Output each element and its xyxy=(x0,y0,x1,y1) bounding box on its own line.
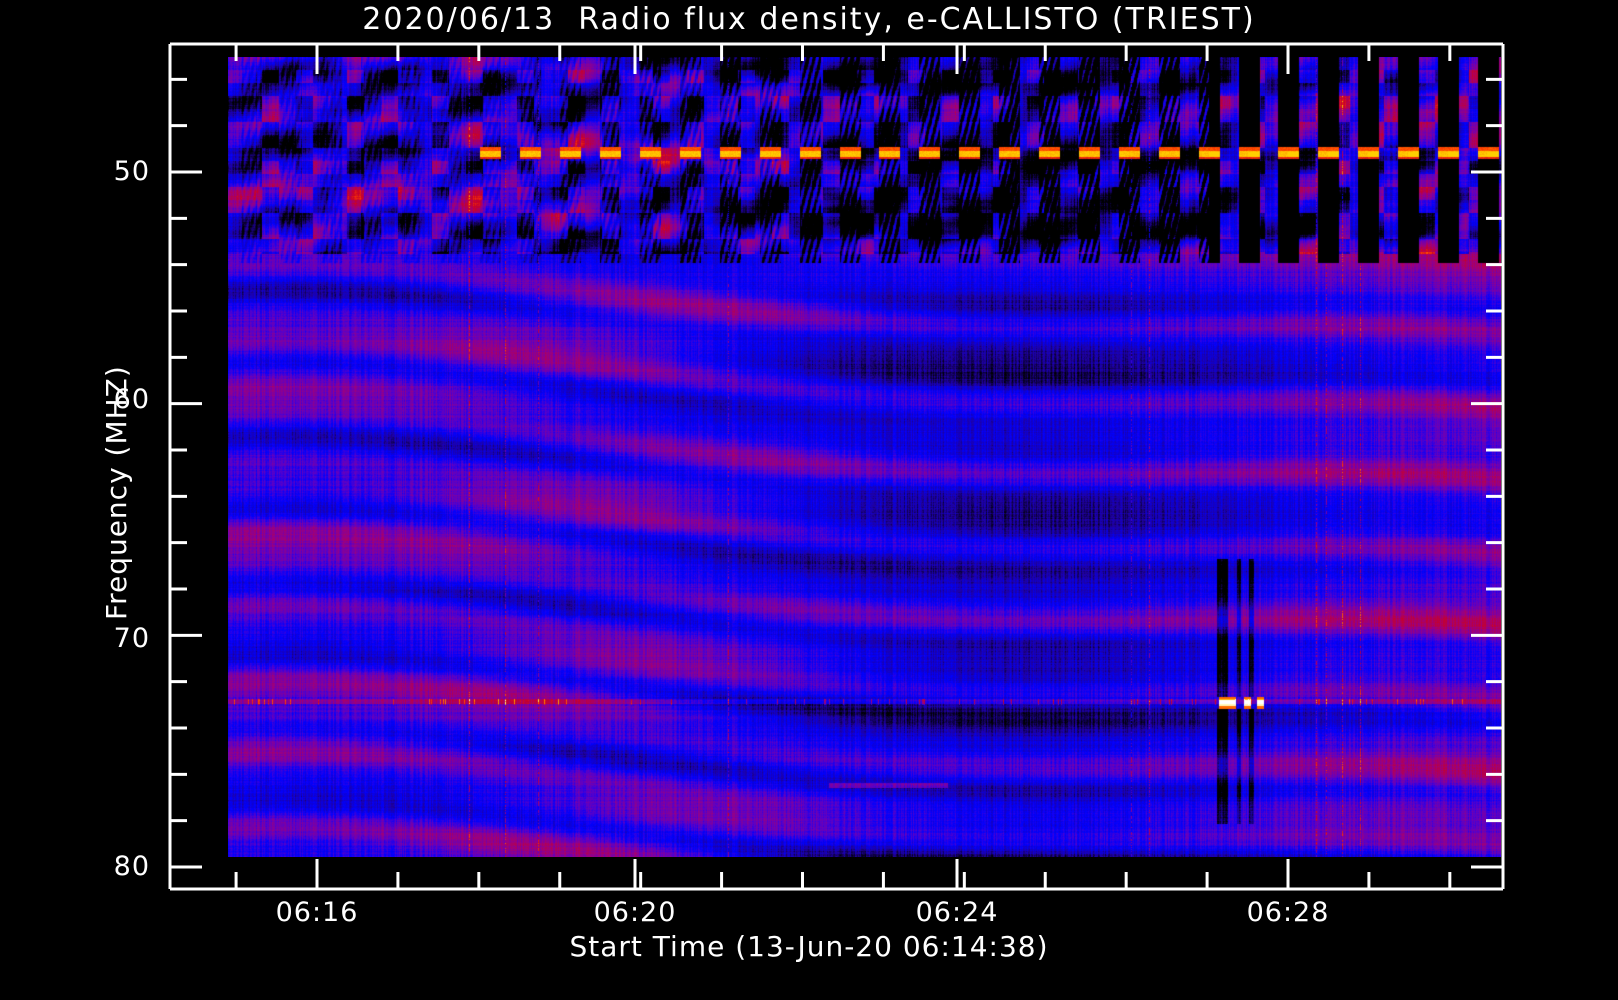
spectrogram-image xyxy=(228,57,1501,857)
x-tick-label-0616: 06:16 xyxy=(275,897,359,928)
x-tick-label-0628: 06:28 xyxy=(1246,897,1330,928)
y-tick-label-80: 80 xyxy=(113,851,150,882)
y-axis-title: Frequency (MHZ) xyxy=(100,365,133,620)
x-axis-title: Start Time (13-Jun-20 06:14:38) xyxy=(569,930,1049,963)
x-tick-label-0624: 06:24 xyxy=(915,897,999,928)
x-tick-label-0620: 06:20 xyxy=(593,897,677,928)
y-tick-label-60: 60 xyxy=(113,384,150,415)
y-tick-label-70: 70 xyxy=(113,623,150,654)
y-tick-label-50: 50 xyxy=(113,156,150,187)
page-title: 2020/06/13 Radio flux density, e-CALLIST… xyxy=(362,2,1256,37)
